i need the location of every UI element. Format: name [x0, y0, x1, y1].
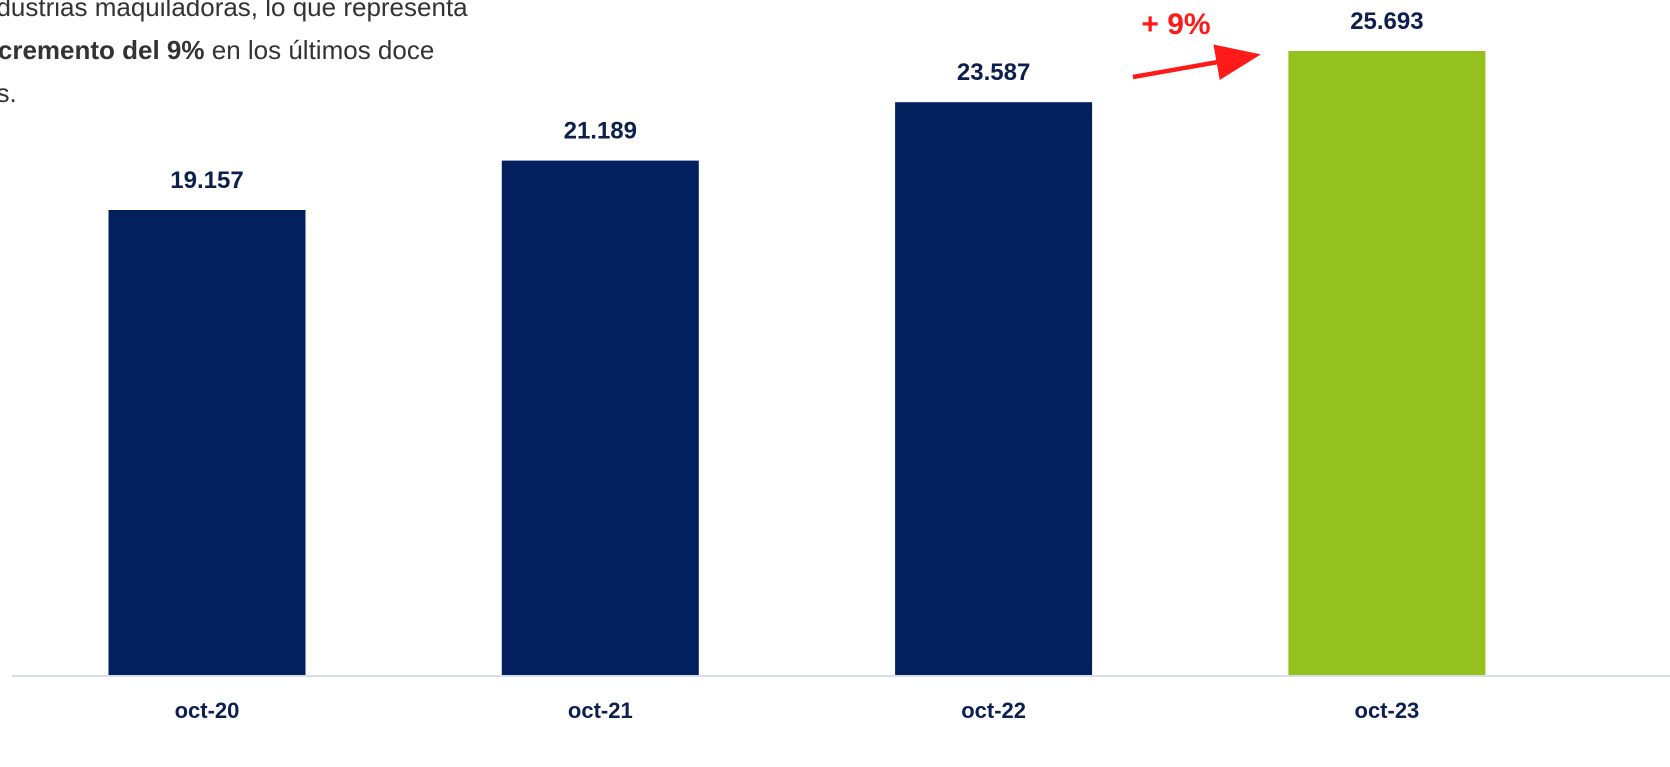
bars-layer: 19.157 oct-20 21.189 oct-21 23.587 oct-22 25.6… [108, 8, 1486, 723]
intro-line-1: ndustrias maquiladoras, lo que represent… [0, 0, 468, 22]
intro-line-3: es. [0, 78, 17, 108]
bar-oct-20 [108, 210, 306, 676]
value-label-oct-22: 23.587 [957, 59, 1030, 86]
category-label-oct-20: oct-20 [175, 698, 240, 723]
intro-line-2: ncremento del 9% en los últimos doce [0, 29, 622, 72]
bar-oct-22 [895, 102, 1093, 676]
bar-oct-23 [1288, 51, 1486, 676]
growth-arrow [1132, 44, 1261, 80]
category-label-oct-22: oct-22 [961, 698, 1026, 723]
category-label-oct-21: oct-21 [568, 698, 633, 723]
intro-line-2-rest: en los últimos doce [204, 35, 435, 65]
intro-text: ndustrias maquiladoras, lo que represent… [0, 0, 622, 115]
value-label-oct-20: 19.157 [170, 167, 243, 194]
category-label-oct-23: oct-23 [1355, 698, 1420, 723]
growth-label: + 9% [1141, 8, 1210, 41]
bar-oct-21 [501, 160, 699, 677]
value-label-oct-21: 21.189 [564, 118, 637, 145]
value-label-oct-23: 25.693 [1350, 8, 1423, 35]
intro-highlight: ncremento del 9% [0, 35, 205, 65]
